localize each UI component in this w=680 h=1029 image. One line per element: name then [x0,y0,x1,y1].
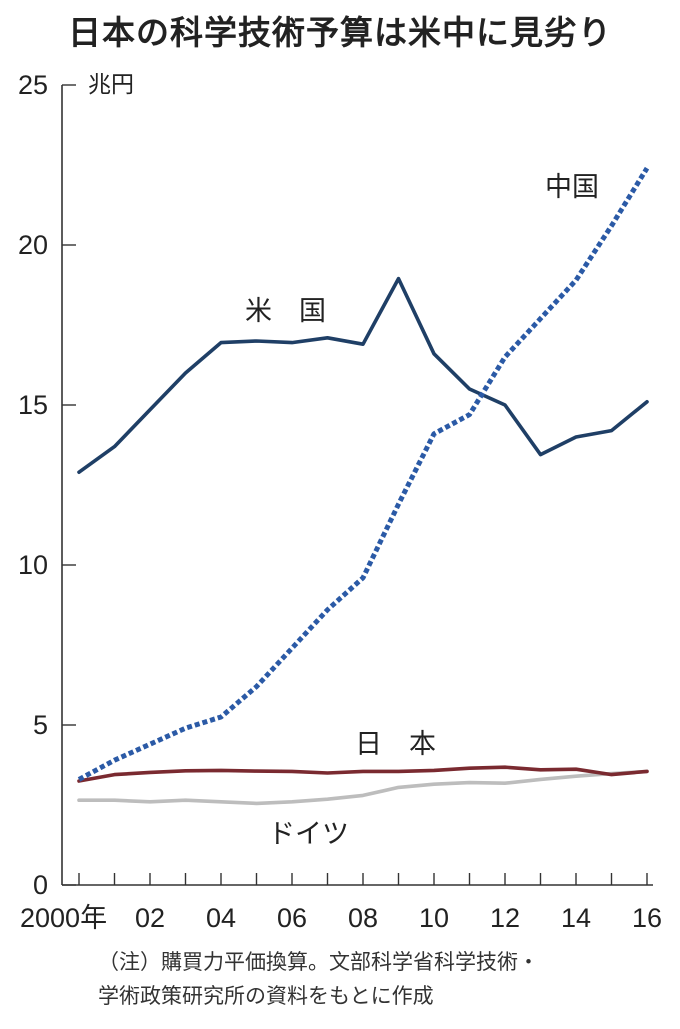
footnote-line: 学術政策研究所の資料をもとに作成 [98,984,434,1008]
page-title: 日本の科学技術予算は米中に見劣り [68,13,612,52]
series-line-2 [77,765,649,783]
chart-ticks: 0 5 10 15 20 25 2000年 02 04 06 08 10 12 14 16 [18,70,662,933]
y-tick-label: 15 [18,390,48,420]
x-tick-label: 14 [561,903,591,933]
series-line-1 [77,166,650,782]
x-tick-label: 04 [206,903,236,933]
x-tick-label: 08 [348,903,378,933]
y-tick-label: 25 [18,70,48,100]
footnote-line: （注）購買力平価換算。文部科学省科学技術・ [98,950,539,974]
x-tick-label: 2000年 [20,903,107,933]
x-tick-label: 10 [419,903,449,933]
chart-series [77,166,650,806]
x-tick-label: 06 [277,903,307,933]
line-chart: 0 5 10 15 20 25 2000年 02 04 06 08 10 12 14 16 米 国 中国日 本… [18,70,662,933]
y-tick-label: 5 [33,710,48,740]
series-label-us: 米 国 [245,296,326,327]
chart-axes [61,85,653,886]
series-label-japan: 日 本 [355,729,436,760]
y-unit-label: 兆円 [88,72,134,98]
y-tick-label: 10 [18,550,48,580]
series-line-3 [77,769,649,806]
x-tick-label: 02 [135,903,165,933]
y-tick-label: 20 [18,230,48,260]
series-label-china: 中国 [545,172,599,203]
series-label-germany: ドイツ [268,819,349,850]
footnote: （注）購買力平価換算。文部科学省科学技術・ 学術政策研究所の資料をもとに作成 [98,945,668,1013]
series-line-0 [77,276,649,475]
x-tick-label: 16 [632,903,662,933]
y-tick-label: 0 [33,870,48,900]
x-tick-label: 12 [490,903,520,933]
